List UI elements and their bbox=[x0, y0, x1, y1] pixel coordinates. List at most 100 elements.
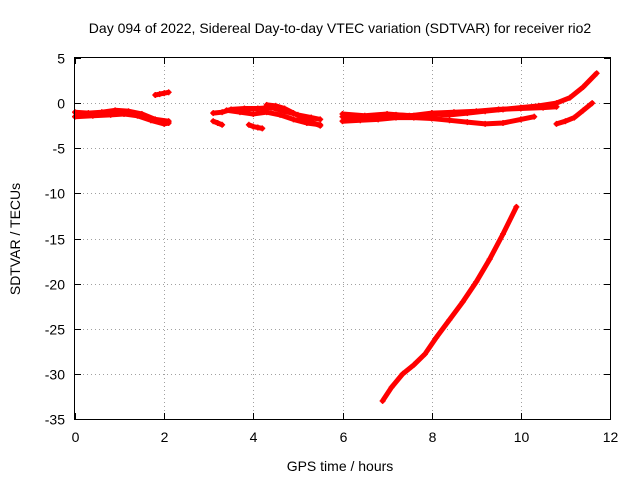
y-tick-label: -5 bbox=[53, 141, 66, 157]
data-point bbox=[473, 278, 480, 285]
data-point bbox=[500, 230, 506, 237]
data-point bbox=[89, 112, 96, 119]
data-point bbox=[553, 120, 560, 127]
data-point bbox=[589, 100, 596, 107]
data-point bbox=[290, 110, 297, 117]
data-point bbox=[357, 117, 364, 124]
data-point bbox=[495, 106, 502, 113]
data-point bbox=[219, 109, 226, 116]
data-point bbox=[571, 114, 578, 121]
series-trace bbox=[380, 204, 519, 404]
data-series bbox=[380, 204, 519, 404]
data-point bbox=[517, 105, 524, 112]
data-point bbox=[446, 117, 453, 124]
data-point bbox=[107, 111, 114, 118]
data-point bbox=[593, 70, 600, 77]
data-point bbox=[236, 109, 243, 116]
x-tick-label: 12 bbox=[603, 429, 619, 445]
data-point bbox=[250, 110, 257, 117]
y-tick-label: -30 bbox=[45, 367, 65, 383]
data-point bbox=[254, 124, 261, 131]
y-tick-label: -35 bbox=[45, 412, 65, 428]
data-point bbox=[210, 118, 217, 125]
data-point bbox=[339, 118, 346, 125]
data-point bbox=[384, 110, 391, 117]
data-point bbox=[464, 119, 471, 126]
x-tick-label: 8 bbox=[429, 429, 437, 445]
data-point bbox=[566, 94, 573, 101]
y-tick-label: 5 bbox=[57, 51, 65, 67]
data-point bbox=[388, 384, 395, 391]
data-point bbox=[250, 123, 257, 130]
data-point bbox=[165, 119, 172, 126]
y-tick-label: 0 bbox=[57, 96, 65, 112]
data-point bbox=[263, 109, 270, 116]
data-point bbox=[290, 116, 297, 123]
data-point bbox=[156, 91, 163, 98]
data-point bbox=[254, 105, 261, 112]
data-point bbox=[410, 361, 417, 368]
data-point bbox=[272, 102, 279, 109]
data-point bbox=[459, 298, 466, 305]
data-series bbox=[554, 100, 595, 127]
x-tick-label: 10 bbox=[514, 429, 530, 445]
data-point bbox=[450, 109, 457, 116]
data-point bbox=[500, 119, 506, 126]
data-point bbox=[580, 83, 587, 90]
data-point bbox=[299, 114, 306, 121]
data-point bbox=[165, 89, 172, 96]
data-point bbox=[263, 101, 270, 108]
data-point bbox=[540, 104, 547, 111]
data-point bbox=[428, 115, 435, 122]
data-point bbox=[152, 92, 159, 99]
data-point bbox=[433, 334, 440, 341]
data-point bbox=[486, 256, 493, 263]
data-point bbox=[281, 105, 288, 112]
chart-title: Day 094 of 2022, Sidereal Day-to-day VTE… bbox=[89, 20, 592, 36]
data-point bbox=[245, 121, 252, 128]
y-axis-title: SDTVAR / TECUs bbox=[7, 183, 23, 295]
data-point bbox=[553, 103, 560, 110]
x-tick-label: 0 bbox=[72, 429, 80, 445]
data-series bbox=[72, 111, 172, 127]
series-trace bbox=[340, 104, 559, 119]
data-point bbox=[317, 122, 324, 129]
data-point bbox=[214, 119, 221, 126]
data-series bbox=[340, 104, 559, 119]
data-point bbox=[308, 119, 315, 126]
data-point bbox=[134, 112, 141, 119]
x-axis-title: GPS time / hours bbox=[287, 458, 394, 474]
data-point bbox=[482, 120, 489, 127]
data-point bbox=[161, 120, 168, 127]
data-point bbox=[317, 116, 324, 123]
x-tick-label: 2 bbox=[161, 429, 169, 445]
data-point bbox=[277, 111, 284, 118]
data-point bbox=[361, 112, 368, 119]
data-point bbox=[259, 125, 266, 132]
y-tick-label: -25 bbox=[45, 322, 65, 338]
axis-ticks bbox=[75, 58, 611, 420]
data-point bbox=[446, 316, 453, 323]
tick-labels: 0 2 4 6 8 10 12 5 0 -5 -10 -15 -20 -25 -30 -35 bbox=[45, 51, 619, 446]
data-point bbox=[580, 107, 587, 114]
data-point bbox=[513, 203, 520, 210]
data-point bbox=[421, 351, 428, 358]
data-point bbox=[406, 112, 413, 119]
data-point bbox=[210, 110, 217, 117]
data-point bbox=[219, 121, 226, 128]
y-tick-label: -20 bbox=[45, 277, 65, 293]
data-point bbox=[223, 107, 230, 114]
data-point bbox=[517, 116, 524, 123]
plot-frame bbox=[74, 57, 611, 420]
data-point bbox=[399, 370, 406, 377]
x-tick-label: 4 bbox=[250, 429, 258, 445]
data-point bbox=[473, 108, 480, 115]
y-tick-label: -15 bbox=[45, 232, 65, 248]
data-point bbox=[375, 116, 382, 123]
series-trace bbox=[72, 111, 172, 127]
data-point bbox=[147, 117, 154, 124]
data-point bbox=[121, 110, 128, 117]
series-trace bbox=[554, 100, 595, 127]
y-tick-label: -10 bbox=[45, 186, 65, 202]
